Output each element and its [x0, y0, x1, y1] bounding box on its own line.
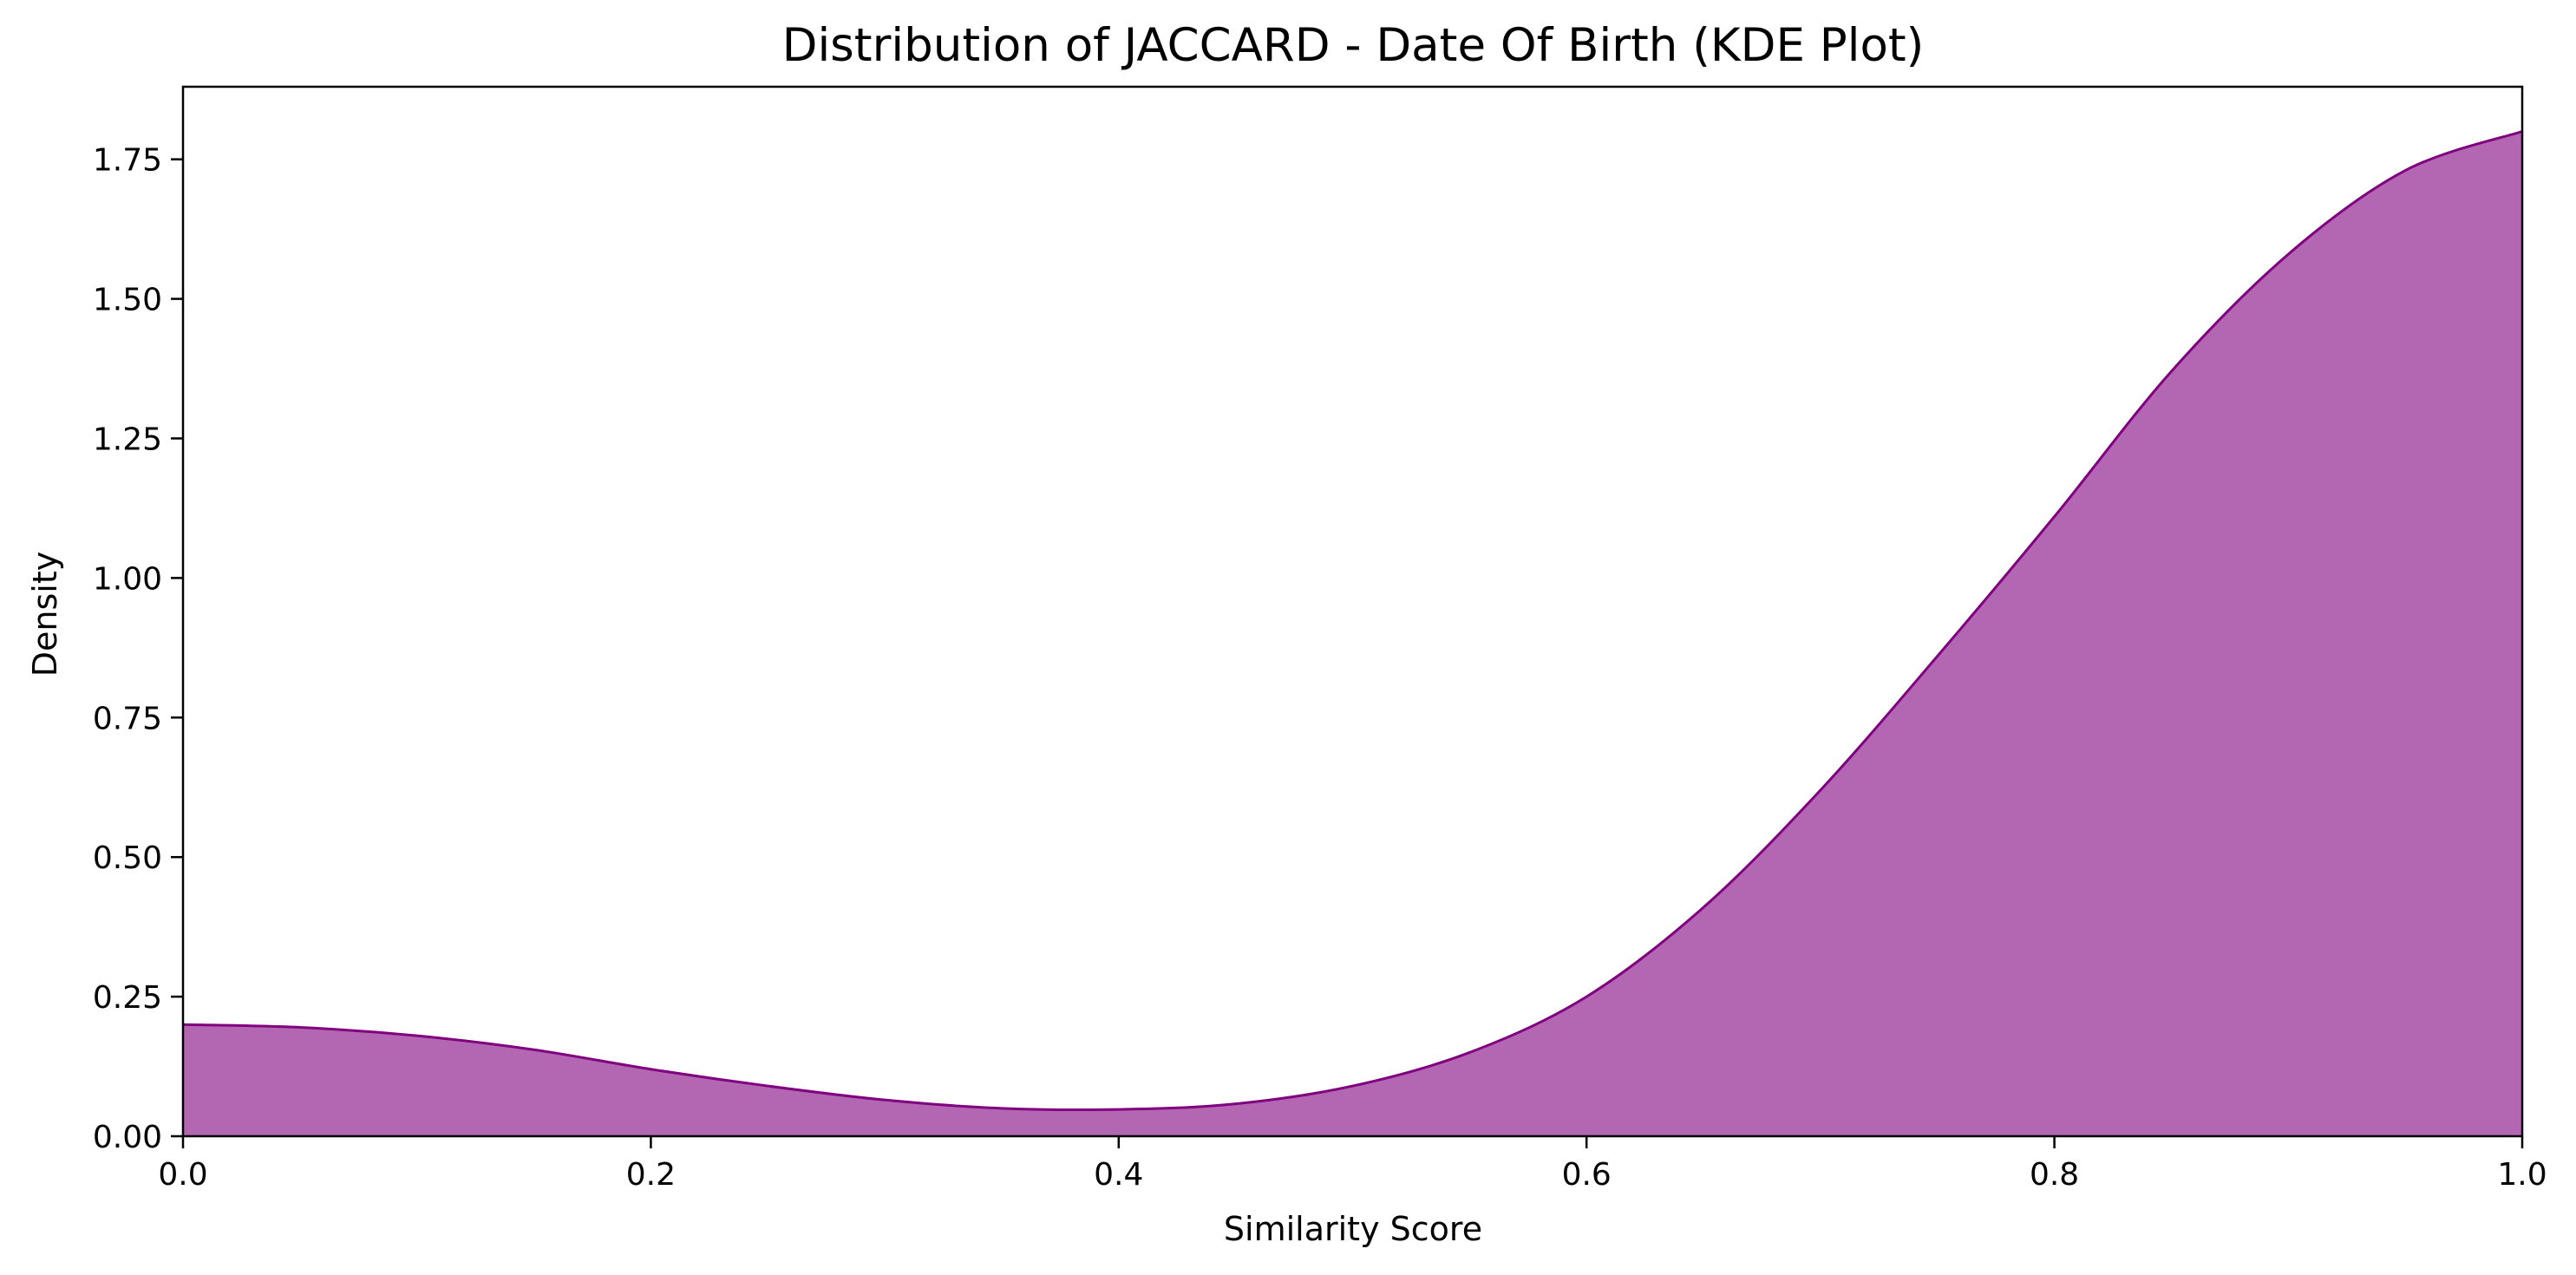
y-tick-label: 0.25 [93, 980, 162, 1016]
y-tick-label: 0.00 [93, 1120, 162, 1155]
x-axis-label: Similarity Score [1224, 1210, 1482, 1248]
y-tick-label: 0.75 [93, 701, 162, 736]
x-tick-label: 0.6 [1562, 1157, 1612, 1193]
x-tick-label: 0.4 [1094, 1157, 1143, 1193]
y-tick-label: 1.50 [93, 283, 162, 318]
x-tick-label: 1.0 [2497, 1157, 2547, 1193]
axes-frame [181, 85, 2524, 1138]
y-tick-label: 1.75 [93, 143, 162, 179]
y-tick-label: 1.00 [93, 561, 162, 597]
chart-title: Distribution of JACCARD - Date Of Birth … [782, 19, 1925, 72]
kde-density-line [182, 130, 2523, 1112]
x-tick-label: 0.0 [158, 1157, 207, 1193]
x-tick-label: 0.8 [2030, 1157, 2079, 1193]
x-tick-label: 0.2 [626, 1157, 676, 1193]
kde-area-fill [183, 131, 2522, 1137]
y-tick-label: 1.25 [93, 422, 162, 457]
axes: 0.0 0.2 0.4 0.6 0.8 1.0 0.00 0.25 0.50 0.75 1.00 1.… [93, 85, 2547, 1193]
y-axis-label: Density [26, 552, 64, 677]
y-tick-label: 0.50 [93, 840, 162, 876]
plot-area [182, 130, 2523, 1137]
